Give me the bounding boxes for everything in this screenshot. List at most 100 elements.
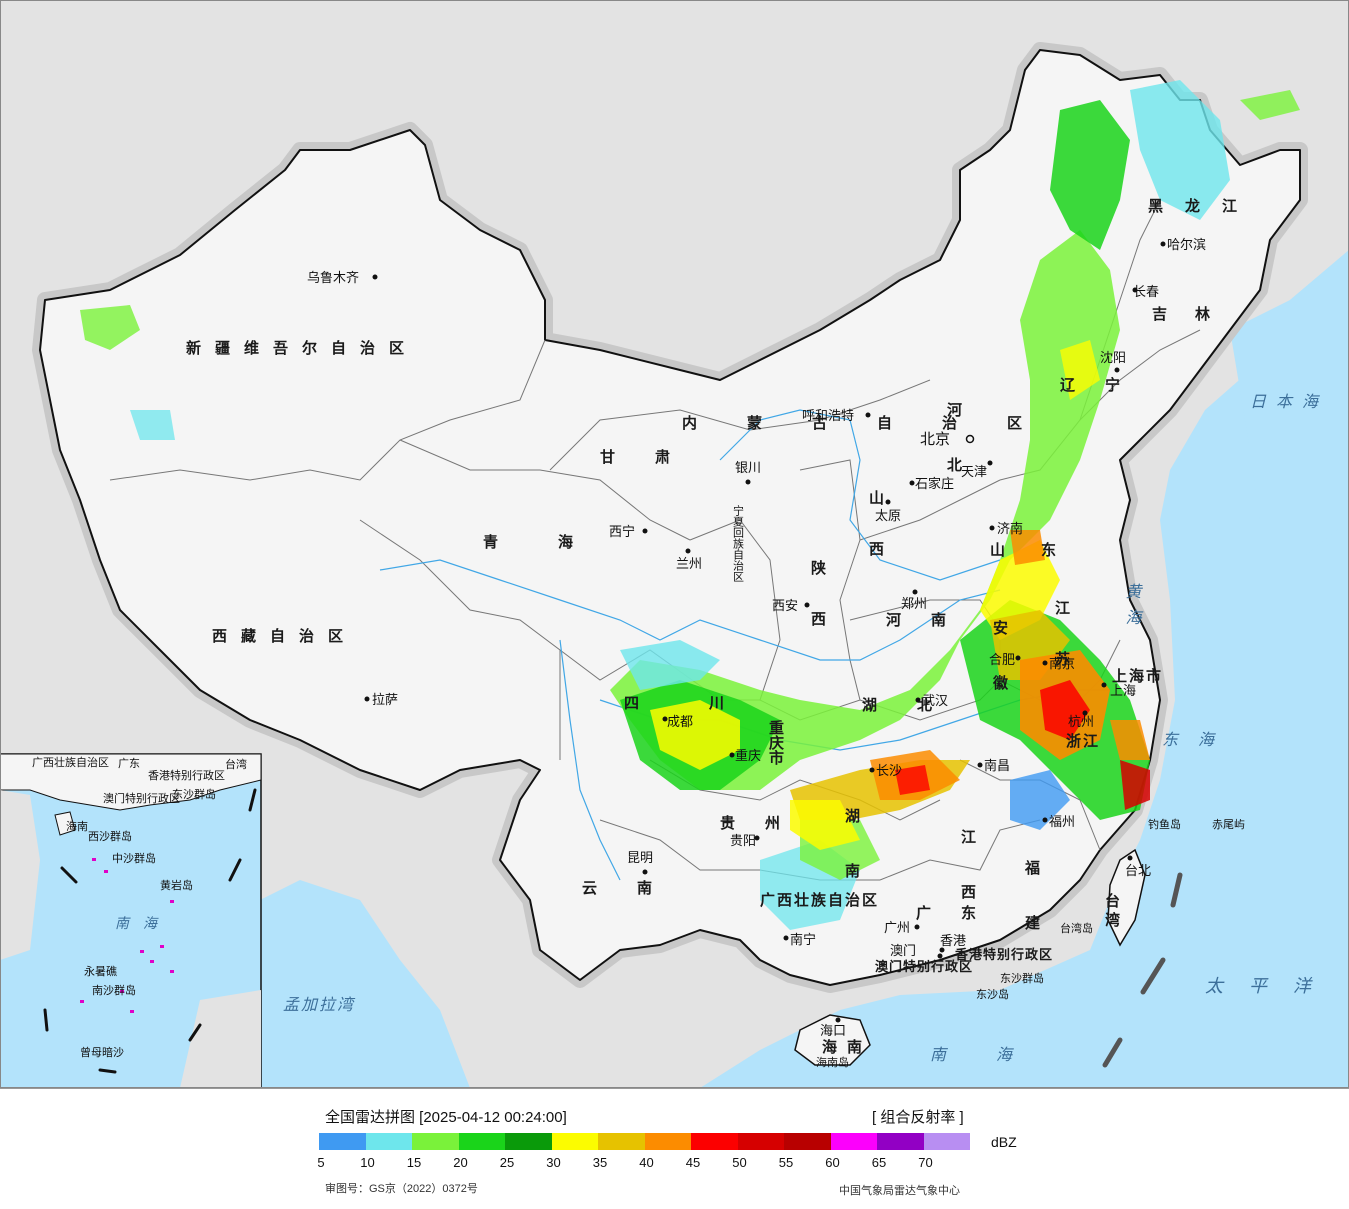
colorbar-swatch — [365, 1133, 412, 1150]
colorbar-swatch — [412, 1133, 459, 1150]
colorbar-tick-label: 55 — [778, 1155, 794, 1170]
city-label-hohhot: 呼和浩特 — [802, 409, 854, 424]
province-labels: 新疆维吾尔自治区 西藏自治区 青海 甘肃 内蒙古自治区 黑龙江 吉林 辽宁 河北… — [186, 197, 1259, 1056]
province-label-jilin: 吉林 — [1152, 305, 1238, 323]
city-label-harbin: 哈尔滨 — [1167, 237, 1206, 253]
city-label-fuzhou: 福州 — [1049, 815, 1075, 830]
sea-label-south-sea: 南海 — [930, 1045, 1062, 1064]
inset-label-macao: 澳门特别行政区 — [103, 791, 180, 805]
inset-label-huangyan: 黄岩岛 — [160, 878, 193, 892]
city-label-guiyang: 贵阳 — [730, 834, 756, 849]
province-label-gansu: 甘肃 — [600, 448, 710, 466]
city-label-xining: 西宁 — [609, 524, 635, 540]
colorbar-tick-label: 30 — [546, 1155, 561, 1170]
island-label-dongsha-islands: 东沙群岛 — [1000, 971, 1044, 985]
inset-label-hainan: 海南 — [66, 819, 88, 833]
inset-label-dongsha: 东沙群岛 — [172, 787, 216, 801]
province-label-henan: 河南 — [886, 611, 976, 629]
hainan-island — [794, 1014, 871, 1066]
city-label-macao: 澳门 — [890, 943, 916, 959]
city-label-chengdu: 成都 — [667, 715, 693, 730]
province-label-guangxi: 广西壮族自治区 — [760, 891, 879, 909]
island-label-taiwan-island: 台湾岛 — [1060, 921, 1093, 935]
colorbar-unit: dBZ — [991, 1134, 1017, 1150]
colorbar-swatch — [598, 1133, 645, 1150]
city-label-taiyuan: 太原 — [875, 509, 901, 524]
colorbar-swatch — [505, 1133, 552, 1150]
city-label-beijing: 北京 — [920, 430, 950, 448]
city-label-chongqing: 重庆 — [735, 748, 761, 764]
city-label-shijiazhuang: 石家庄 — [915, 476, 954, 492]
city-label-haikou: 海口 — [820, 1024, 846, 1039]
colorbar-swatch — [644, 1133, 691, 1150]
province-label-fujian: 福建 — [1023, 859, 1041, 970]
province-label-shandong: 山东 — [990, 541, 1092, 559]
inset-label-hongkong: 香港特别行政区 — [148, 768, 225, 782]
boundary-dashes — [1102, 872, 1183, 1068]
inset-label-zengmu: 曾母暗沙 — [80, 1045, 124, 1059]
sea-japan — [1230, 250, 1349, 560]
city-label-nanning: 南宁 — [790, 932, 816, 948]
island-label-dongsha-island: 东沙岛 — [976, 987, 1009, 1001]
colorbar-ticks: 5 10 15 20 25 30 35 40 45 50 55 60 65 70 — [0, 1155, 1349, 1173]
colorbar-swatch — [877, 1133, 924, 1150]
city-label-hefei: 合肥 — [989, 653, 1015, 668]
city-label-shanghai: 上海 — [1110, 684, 1136, 699]
sea-label-pacific: 太平洋 — [1205, 976, 1337, 997]
island-label-diaoyu: 钓鱼岛 — [1148, 817, 1181, 831]
colorbar-tick-label: 60 — [825, 1155, 840, 1170]
city-label-lhasa: 拉萨 — [372, 693, 398, 708]
city-label-tianjin: 天津 — [961, 465, 987, 480]
inset-label-taiwan: 台湾 — [225, 757, 247, 771]
province-label-zhejiang: 浙江 — [1066, 732, 1100, 750]
city-label-kunming: 昆明 — [627, 851, 653, 866]
source-label: 中国气象局雷达气象中心 — [839, 1185, 960, 1197]
island-labels: 钓鱼岛 赤尾屿 台湾岛 东沙群岛 东沙岛 海南岛 — [816, 817, 1245, 1069]
colorbar-swatch — [830, 1133, 877, 1150]
inset-label-xisha: 西沙群岛 — [88, 829, 132, 843]
colorbar-swatch — [551, 1133, 598, 1150]
colorbar-tick-label: 35 — [592, 1155, 608, 1170]
colorbar-tick-label: 40 — [639, 1155, 654, 1170]
colorbar-swatch — [319, 1133, 366, 1150]
colorbar-swatch — [784, 1133, 831, 1150]
sea-east — [700, 250, 1349, 1088]
city-label-nanjing: 南京 — [1049, 656, 1075, 672]
colorbar-tick-label: 5 — [317, 1155, 325, 1170]
city-label-changchun: 长春 — [1133, 285, 1159, 300]
province-label-heilongjiang: 黑龙江 — [1148, 197, 1259, 215]
colorbar-swatch — [691, 1133, 738, 1150]
review-number: 审图号：GS京（2022）0372号 — [325, 1183, 478, 1195]
sea-label-yellow-sea: 黄海 — [1123, 583, 1142, 635]
legend-product: [ 组合反射率 ] — [872, 1109, 964, 1126]
city-label-urumqi: 乌鲁木齐 — [307, 270, 359, 286]
inset-label-guangdong: 广东 — [118, 757, 140, 770]
radar-map: 新疆维吾尔自治区 西藏自治区 青海 甘肃 内蒙古自治区 黑龙江 吉林 辽宁 河北… — [0, 0, 1349, 1088]
city-label-wuhan: 武汉 — [922, 694, 948, 709]
city-label-hangzhou: 杭州 — [1068, 715, 1094, 730]
colorbar-tick-label: 25 — [499, 1155, 515, 1170]
colorbar-tick-label: 70 — [918, 1155, 933, 1170]
province-label-sichuan: 四川 — [624, 694, 794, 712]
city-label-yinchuan: 银川 — [735, 461, 761, 476]
colorbar-swatch — [458, 1133, 505, 1150]
province-label-jiangsu: 江苏 — [1053, 599, 1071, 702]
inset-label-zhongsha: 中沙群岛 — [112, 851, 156, 865]
province-label-shaanxi: 陕西 — [809, 559, 827, 662]
province-label-shanxi: 山西 — [867, 490, 885, 592]
province-label-hunan: 湖南 — [843, 808, 861, 918]
province-label-shanghai: 上海市 — [1112, 667, 1163, 685]
island-label-hainan-island: 海南岛 — [816, 1055, 849, 1069]
province-label-guangdong: 广东 — [916, 904, 1006, 922]
colorbar-tick-label: 45 — [685, 1155, 701, 1170]
taiwan-island — [1107, 848, 1146, 947]
province-label-hongkong: 香港特别行政区 — [954, 947, 1053, 963]
province-label-yunnan: 云南 — [582, 879, 692, 897]
radar-echo-strong — [650, 340, 1150, 850]
city-label-taipei: 台北 — [1125, 864, 1151, 879]
province-label-guizhou: 贵州 — [720, 814, 810, 832]
province-label-macao: 澳门特别行政区 — [875, 959, 973, 975]
province-label-liaoning: 辽宁 — [1060, 376, 1150, 394]
city-label-changsha: 长沙 — [876, 764, 902, 779]
city-label-jinan: 济南 — [997, 521, 1023, 537]
